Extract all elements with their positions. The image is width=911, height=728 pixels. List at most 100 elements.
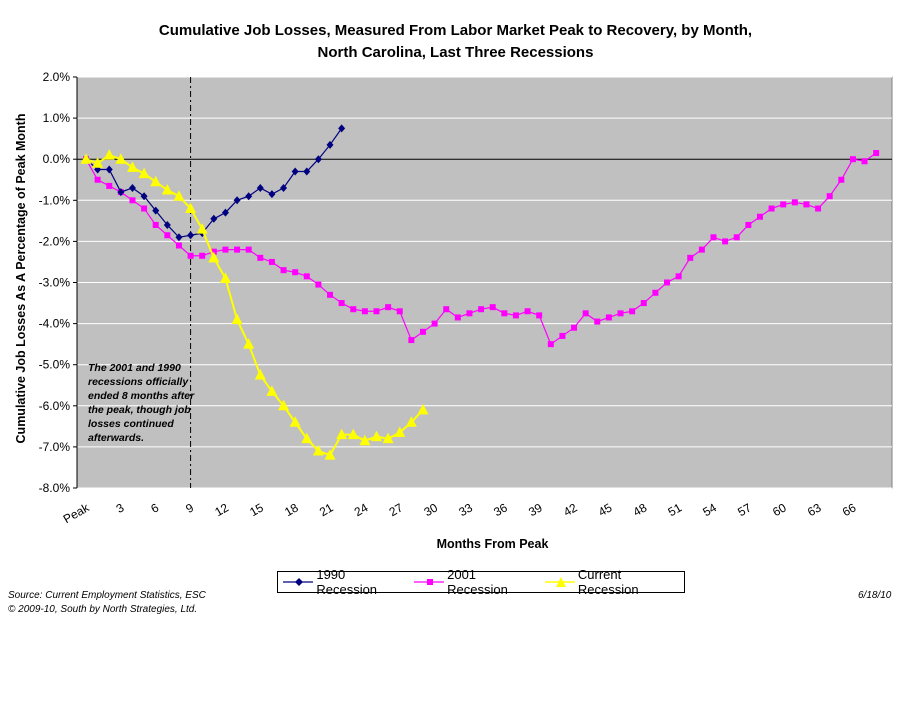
data-point-1990-recession: [210, 214, 218, 223]
data-point-current-recession: [173, 190, 185, 201]
data-point-1990-recession: [303, 167, 311, 176]
y-tick-label: -8.0%: [39, 481, 71, 495]
legend-swatch-2001: [413, 579, 445, 585]
data-point-2001-recession: [268, 258, 275, 265]
data-point-2001-recession: [454, 314, 461, 321]
x-tick-label: 60: [770, 500, 789, 519]
x-tick-label: 57: [735, 500, 754, 519]
data-point-2001-recession: [536, 312, 543, 319]
data-point-2001-recession: [594, 318, 601, 325]
data-point-2001-recession: [745, 221, 752, 228]
data-point-1990-recession: [268, 190, 276, 199]
data-point-1990-recession: [291, 167, 299, 176]
data-point-2001-recession: [478, 306, 485, 313]
data-point-current-recession: [196, 223, 208, 234]
data-point-2001-recession: [791, 199, 798, 206]
data-point-2001-recession: [617, 310, 624, 317]
y-tick-label: -4.0%: [39, 317, 71, 331]
data-point-current-recession: [301, 432, 313, 444]
data-point-2001-recession: [756, 213, 763, 220]
data-point-1990-recession: [245, 192, 253, 201]
data-point-2001-recession: [838, 176, 845, 183]
data-point-2001-recession: [187, 252, 194, 259]
chart-title-line-2: North Carolina, Last Three Recessions: [317, 44, 594, 61]
legend-item-1990: 1990 Recession: [283, 567, 405, 597]
data-point-current-recession: [336, 428, 348, 440]
data-point-current-recession: [126, 161, 138, 172]
data-point-2001-recession: [129, 197, 136, 204]
data-point-2001-recession: [768, 205, 775, 212]
data-point-1990-recession: [117, 188, 125, 197]
data-point-current-recession: [312, 445, 324, 456]
y-tick-label: 2.0%: [43, 70, 71, 84]
data-point-2001-recession: [396, 308, 403, 315]
data-point-2001-recession: [361, 308, 368, 315]
data-point-2001-recession: [687, 254, 694, 261]
data-point-2001-recession: [338, 300, 345, 307]
data-point-current-recession: [417, 403, 429, 415]
data-point-2001-recession: [443, 306, 450, 313]
x-tick-label: Peak: [61, 500, 93, 526]
chart-title-line-1: Cumulative Job Losses, Measured From Lab…: [158, 22, 753, 39]
data-point-2001-recession: [152, 221, 159, 228]
data-point-2001-recession: [722, 238, 729, 245]
data-point-1990-recession: [175, 233, 183, 242]
data-point-current-recession: [208, 251, 220, 263]
data-point-2001-recession: [559, 332, 566, 339]
data-point-1990-recession: [187, 231, 195, 240]
x-tick-label: 66: [840, 500, 859, 519]
x-tick-label: 63: [805, 500, 824, 519]
data-point-2001-recession: [141, 205, 148, 212]
y-tick-label: -5.0%: [39, 358, 71, 372]
data-point-2001-recession: [292, 269, 299, 276]
data-point-2001-recession: [350, 306, 357, 313]
data-point-1990-recession: [163, 220, 171, 229]
data-point-2001-recession: [199, 252, 206, 259]
data-point-2001-recession: [512, 312, 519, 319]
data-point-2001-recession: [315, 281, 322, 288]
data-point-current-recession: [150, 175, 162, 187]
data-point-2001-recession: [303, 273, 310, 280]
data-point-2001-recession: [373, 308, 380, 315]
data-point-1990-recession: [326, 140, 334, 149]
data-point-2001-recession: [861, 158, 868, 165]
data-point-1990-recession: [152, 206, 160, 215]
x-tick-label: 12: [212, 500, 231, 519]
data-point-2001-recession: [815, 205, 822, 212]
data-point-current-recession: [254, 368, 266, 380]
data-point-2001-recession: [280, 267, 287, 274]
data-point-current-recession: [219, 272, 231, 283]
data-point-2001-recession: [524, 308, 531, 315]
data-point-2001-recession: [106, 182, 113, 189]
data-point-1990-recession: [221, 208, 229, 217]
data-point-current-recession: [405, 416, 417, 427]
data-point-current-recession: [103, 149, 115, 160]
data-point-current-recession: [347, 428, 359, 440]
data-point-1990-recession: [314, 155, 322, 164]
data-point-current-recession: [278, 399, 290, 411]
legend-label-1990: 1990 Recession: [316, 567, 378, 597]
x-tick-label: 18: [282, 500, 301, 519]
data-point-2001-recession: [210, 248, 217, 255]
data-point-1990-recession: [105, 165, 113, 174]
y-tick-label: -3.0%: [39, 276, 71, 290]
source-text: Source: Current Employment Statistics, E…: [8, 590, 206, 601]
data-point-1990-recession: [233, 196, 241, 205]
data-point-current-recession: [266, 385, 278, 396]
data-point-2001-recession: [547, 341, 554, 348]
x-tick-label: 48: [631, 500, 650, 519]
x-tick-label: 33: [456, 500, 475, 519]
data-point-2001-recession: [245, 246, 252, 253]
data-point-current-recession: [185, 202, 197, 214]
data-point-current-recession: [382, 432, 394, 444]
chart-legend: 1990 Recession 2001 Recession Current Re…: [277, 567, 685, 597]
legend-label-2001: 2001 Recession: [447, 567, 508, 597]
x-tick-label: 51: [666, 500, 685, 519]
x-tick-label: 27: [387, 500, 406, 519]
x-tick-label: 42: [561, 500, 580, 519]
data-point-2001-recession: [419, 328, 426, 335]
data-point-2001-recession: [164, 232, 171, 239]
data-point-1990-recession: [140, 192, 148, 201]
data-point-2001-recession: [652, 289, 659, 296]
data-point-2001-recession: [222, 246, 229, 253]
